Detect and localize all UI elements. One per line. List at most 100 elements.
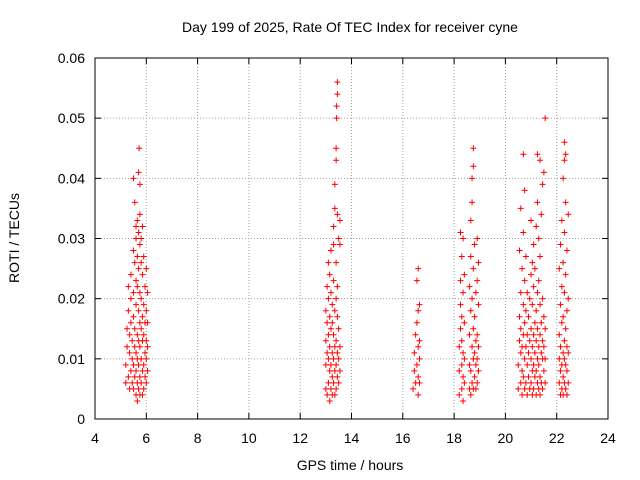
data-point bbox=[519, 391, 526, 398]
data-point bbox=[135, 265, 142, 272]
data-point bbox=[458, 253, 465, 260]
data-point bbox=[130, 289, 137, 296]
data-point bbox=[457, 277, 464, 284]
data-point bbox=[469, 379, 476, 386]
data-point bbox=[138, 355, 145, 362]
data-point bbox=[322, 361, 329, 368]
data-point bbox=[135, 385, 142, 392]
data-point bbox=[472, 361, 479, 368]
data-point bbox=[335, 235, 342, 242]
data-point bbox=[467, 307, 474, 314]
x-tick-label: 16 bbox=[395, 430, 411, 446]
data-point bbox=[331, 367, 338, 374]
data-point bbox=[333, 103, 340, 110]
data-point bbox=[415, 307, 422, 314]
data-point bbox=[531, 265, 538, 272]
data-point bbox=[537, 301, 544, 308]
chart-title: Day 199 of 2025, Rate Of TEC Index for r… bbox=[182, 19, 518, 35]
data-point bbox=[561, 337, 568, 344]
data-point bbox=[330, 331, 337, 338]
data-point bbox=[333, 259, 340, 266]
data-point bbox=[457, 229, 464, 236]
y-tick-label: 0.04 bbox=[58, 170, 85, 186]
data-point bbox=[330, 223, 337, 230]
data-point bbox=[557, 367, 564, 374]
data-point bbox=[535, 361, 542, 368]
data-point bbox=[561, 289, 568, 296]
x-tick-label: 8 bbox=[194, 430, 202, 446]
data-point bbox=[516, 247, 523, 254]
data-point bbox=[334, 283, 341, 290]
data-point bbox=[530, 283, 537, 290]
y-tick-label: 0.05 bbox=[58, 110, 85, 126]
data-point bbox=[330, 277, 337, 284]
data-point bbox=[471, 313, 478, 320]
data-point bbox=[522, 307, 529, 314]
data-point bbox=[142, 283, 149, 290]
data-point bbox=[134, 397, 141, 404]
y-tick-label: 0.01 bbox=[58, 351, 85, 367]
data-point bbox=[456, 391, 463, 398]
data-point bbox=[143, 379, 150, 386]
data-point bbox=[331, 391, 338, 398]
data-points bbox=[122, 79, 572, 404]
data-point bbox=[144, 289, 151, 296]
data-point bbox=[560, 259, 567, 266]
data-point bbox=[471, 241, 478, 248]
data-point bbox=[533, 223, 540, 230]
data-point bbox=[561, 139, 568, 146]
data-point bbox=[556, 355, 563, 362]
data-point bbox=[140, 253, 147, 260]
data-point bbox=[324, 319, 331, 326]
data-point bbox=[526, 295, 533, 302]
data-point bbox=[528, 217, 535, 224]
data-point bbox=[333, 361, 340, 368]
data-point bbox=[558, 217, 565, 224]
data-point bbox=[460, 397, 467, 404]
data-point bbox=[456, 367, 463, 374]
data-point bbox=[144, 367, 151, 374]
data-point bbox=[138, 259, 145, 266]
data-point bbox=[471, 373, 478, 380]
data-point bbox=[539, 295, 546, 302]
data-point bbox=[129, 337, 136, 344]
data-point bbox=[142, 349, 149, 356]
data-point bbox=[537, 373, 544, 380]
data-point bbox=[413, 319, 420, 326]
data-point bbox=[322, 385, 329, 392]
data-point bbox=[413, 277, 420, 284]
data-point bbox=[534, 289, 541, 296]
data-point bbox=[558, 319, 565, 326]
data-point bbox=[324, 349, 331, 356]
data-point bbox=[329, 319, 336, 326]
data-point bbox=[457, 325, 464, 332]
data-point bbox=[542, 379, 549, 386]
data-point bbox=[327, 289, 334, 296]
data-point bbox=[415, 265, 422, 272]
data-point bbox=[563, 343, 570, 350]
data-point bbox=[561, 157, 568, 164]
data-point bbox=[517, 325, 524, 332]
data-point bbox=[458, 385, 465, 392]
data-point bbox=[415, 343, 422, 350]
data-point bbox=[562, 151, 569, 158]
data-point bbox=[460, 289, 467, 296]
data-point bbox=[143, 355, 150, 362]
data-point bbox=[324, 283, 331, 290]
data-point bbox=[129, 355, 136, 362]
data-point bbox=[325, 379, 332, 386]
data-point bbox=[139, 271, 146, 278]
data-point bbox=[474, 355, 481, 362]
data-point bbox=[540, 367, 547, 374]
data-point bbox=[517, 289, 524, 296]
data-point bbox=[556, 265, 563, 272]
data-point bbox=[540, 343, 547, 350]
data-point bbox=[530, 331, 537, 338]
data-point bbox=[458, 361, 465, 368]
data-point bbox=[556, 331, 563, 338]
data-point bbox=[133, 235, 140, 242]
data-point bbox=[467, 217, 474, 224]
data-point bbox=[458, 337, 465, 344]
data-point bbox=[520, 301, 527, 308]
data-point bbox=[457, 301, 464, 308]
